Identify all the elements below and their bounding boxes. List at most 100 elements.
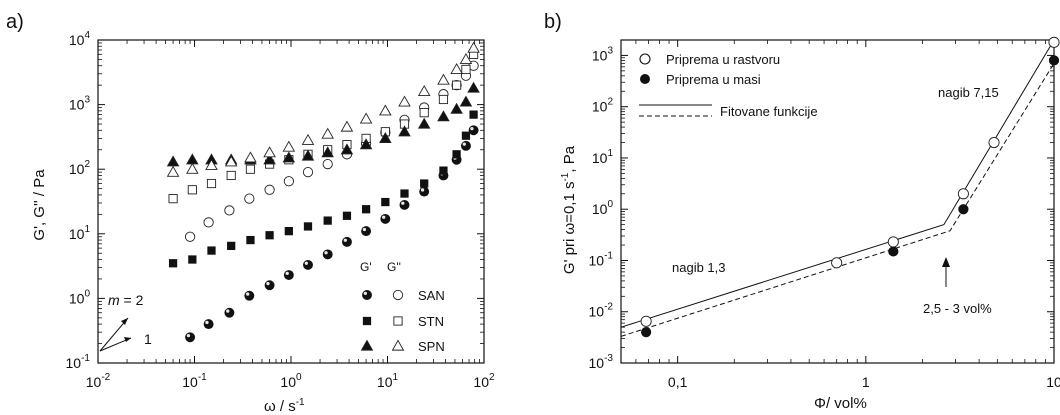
stn-gdoubleprime-point	[206, 178, 217, 189]
san-gprime-point	[203, 319, 214, 330]
annotation-threshold-arrow	[942, 257, 950, 287]
slope-label-m2: m = 2	[108, 292, 144, 308]
spn-gdoubleprime-point	[244, 151, 257, 163]
legend-label-spn: SPN	[418, 339, 445, 354]
stn-gprime-point	[168, 259, 178, 268]
san-gprime-point	[303, 259, 313, 270]
stn-gprime-point	[207, 246, 216, 255]
panel-a-y-tick-label: 101	[69, 224, 91, 242]
masa-point	[888, 246, 899, 257]
slope-line-m2	[99, 317, 129, 352]
spn-gprime-point	[417, 117, 431, 129]
legend-label-fit: Fitovane funkcije	[720, 104, 818, 119]
spn-gdoubleprime-point	[437, 73, 450, 85]
panel-a-x-axis-label: ω / s-1	[264, 397, 305, 415]
spn-gprime-point	[379, 131, 392, 143]
san-gdoubleprime-point	[322, 158, 333, 170]
panel-b: b) 0,1 1 10 10-3 10-2 10-1 100 101 102 103 Pripre…	[544, 11, 1060, 412]
stn-gprime-point	[461, 131, 471, 140]
stn-gdoubleprime-point	[226, 170, 236, 181]
panel-a-x-tick-label: 10-2	[86, 372, 111, 390]
spn-gdoubleprime-point	[321, 127, 334, 139]
legend-label-san: SAN	[418, 288, 445, 303]
stn-gprime-point	[361, 205, 371, 214]
san-gdoubleprime-point	[184, 231, 196, 242]
masa-point	[1048, 55, 1060, 66]
san-gdoubleprime-point	[283, 176, 294, 187]
spn-gdoubleprime-point	[417, 85, 431, 96]
legend-label-masa: Priprema u masi	[666, 72, 761, 87]
spn-gdoubleprime-point	[450, 63, 463, 75]
san-gprime-point	[244, 290, 255, 301]
stn-gprime-point	[265, 231, 274, 240]
spn-gprime-point	[263, 153, 276, 165]
panel-b-y-tick-label: 103	[592, 45, 614, 63]
rastvor-point	[957, 188, 969, 200]
san-gdoubleprime-point	[244, 193, 255, 204]
panel-b-fit-lines	[620, 39, 1055, 337]
stn-gdoubleprime-point	[452, 80, 462, 90]
panel-a-x-tick-label: 101	[377, 372, 399, 390]
panel-b-y-axis-label: G' pri ω=0,1 s-1, Pa	[560, 145, 578, 274]
stn-gprime-point	[227, 241, 236, 251]
stn-gdoubleprime-point	[168, 194, 178, 204]
san-gprime-point	[399, 199, 410, 210]
stn-gprime-point	[420, 179, 429, 188]
panel-a-y-axis-label: G', G'' / Pa	[31, 169, 48, 241]
legend-marker-spn-gprime	[360, 339, 374, 351]
san-gdoubleprime-point	[302, 167, 314, 178]
spn-gprime-point	[321, 146, 334, 158]
san-gdoubleprime-point	[203, 217, 214, 228]
san-gprime-point	[419, 186, 430, 197]
panel-a-x-tick-label: 102	[473, 372, 495, 390]
stn-gprime-point	[400, 189, 409, 198]
spn-gprime-point	[467, 81, 480, 93]
spn-gdoubleprime-point	[359, 112, 373, 124]
annotation-slope-high: nagib 7,15	[938, 85, 999, 100]
panel-b-ticks: 0,1 1 10 10-3 10-2 10-1 100 101 102 103	[589, 40, 1060, 390]
panel-a-y-tick-label: 100	[69, 288, 91, 306]
legend-marker-rastvor	[639, 53, 651, 65]
san-gprime-point	[341, 236, 352, 247]
stn-gdoubleprime-point	[438, 94, 449, 105]
stn-gprime-point	[323, 216, 332, 225]
spn-gdoubleprime-point	[398, 95, 411, 107]
stn-gprime-point	[303, 222, 313, 231]
spn-gprime-point	[301, 149, 315, 161]
threshold-arrowhead	[942, 257, 950, 267]
san-gprime-point	[322, 249, 333, 260]
panel-a-slope-annotation: m = 2 1	[99, 292, 152, 352]
rastvor-point	[988, 136, 1000, 149]
panel-b-markers	[640, 36, 1060, 338]
stn-gdoubleprime-point	[245, 164, 256, 174]
slope-label-1: 1	[144, 331, 152, 347]
spn-gdoubleprime-point	[186, 162, 199, 174]
panel-a-legend: G' G'' SAN STN SPN	[360, 260, 445, 354]
panel-a-x-tick-label: 100	[280, 372, 302, 390]
spn-gdoubleprime-point	[467, 41, 480, 53]
fit-line-solid	[620, 39, 1055, 328]
masa-point	[958, 204, 969, 215]
san-gprime-point	[468, 125, 479, 136]
stn-gprime-point	[188, 255, 197, 264]
legend-header-gdoubleprime: G''	[387, 260, 401, 274]
fit-line-dashed	[620, 63, 1055, 337]
san-gdoubleprime-point	[224, 205, 235, 216]
panel-a-markers	[166, 41, 480, 343]
spn-gprime-point	[186, 153, 199, 165]
panel-b-y-tick-label: 101	[592, 148, 614, 166]
legend-marker-stn-gdoubleprime	[393, 316, 403, 326]
slope-arrowhead-1	[124, 337, 131, 342]
san-gprime-point	[283, 270, 294, 280]
san-gdoubleprime-point	[264, 184, 275, 195]
legend-marker-san-gprime	[362, 290, 372, 300]
spn-gdoubleprime-point	[166, 165, 180, 177]
panel-b-y-tick-label: 10-2	[589, 302, 614, 320]
legend-marker-san-gdoubleprime	[392, 289, 404, 301]
spn-gdoubleprime-point	[379, 104, 392, 116]
panel-b-plot-frame	[620, 39, 1055, 364]
panel-a-y-tick-label: 103	[69, 95, 91, 113]
panel-a-x-tick-label: 10-1	[182, 372, 207, 390]
san-gprime-point	[185, 332, 196, 343]
panel-b-y-tick-label: 100	[592, 199, 614, 217]
